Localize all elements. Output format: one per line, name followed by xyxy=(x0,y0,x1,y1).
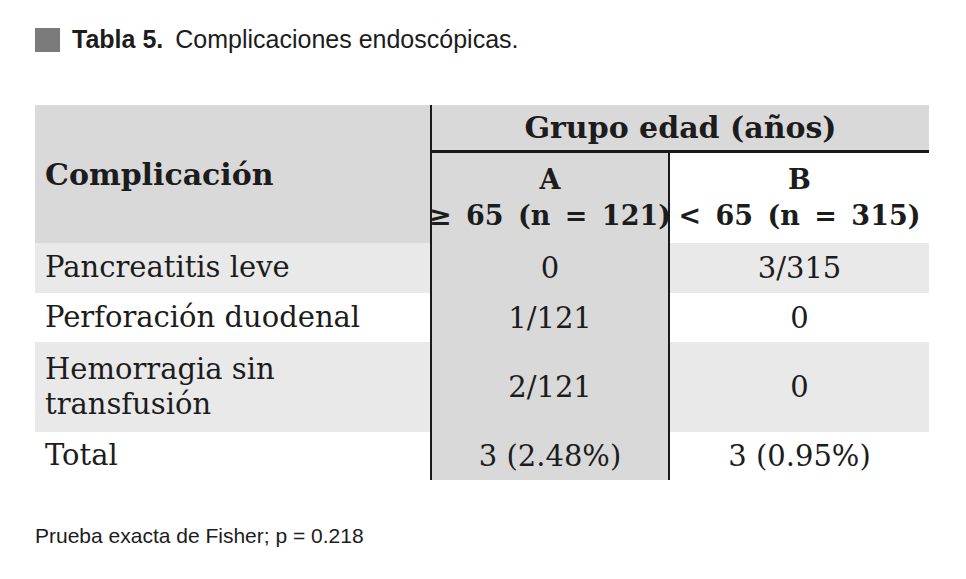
table-cell-b: 3/315 xyxy=(670,243,929,293)
table-cell-a: 3 (2.48%) xyxy=(430,432,670,480)
caption-number: Tabla 5. xyxy=(72,27,163,52)
group-a-name: A xyxy=(540,162,561,198)
table-cell-b: 3 (0.95%) xyxy=(670,432,929,480)
table-row-label: Pancreatitis leve xyxy=(35,243,430,293)
group-header-grupo-edad: Grupo edad (años) xyxy=(430,105,929,153)
column-header-group-a: A ≥ 65 (n = 121) xyxy=(430,153,670,243)
row-header-complicacion: Complicación xyxy=(35,105,430,243)
table-caption: Tabla 5. Complicaciones endoscópicas. xyxy=(35,27,519,52)
caption-text: Complicaciones endoscópicas. xyxy=(175,27,518,52)
group-b-name: B xyxy=(788,162,811,198)
table-cell-a: 1/121 xyxy=(430,293,670,342)
table-cell-b: 0 xyxy=(670,342,929,432)
table-cell-b: 0 xyxy=(670,293,929,342)
group-b-subtitle: < 65 (n = 315) xyxy=(679,198,921,234)
table-cell-a: 0 xyxy=(430,243,670,293)
table-row-label: Hemorragia sin transfusión xyxy=(35,342,430,432)
table-row-label: Perforación duodenal xyxy=(35,293,430,342)
column-header-group-b: B < 65 (n = 315) xyxy=(670,153,929,243)
page: Tabla 5. Complicaciones endoscópicas. Co… xyxy=(0,0,966,579)
table-row-label: Total xyxy=(35,432,430,480)
caption-bullet-square-icon xyxy=(35,28,60,52)
group-a-subtitle: ≥ 65 (n = 121) xyxy=(429,198,671,234)
fisher-test-footnote: Prueba exacta de Fisher; p = 0.218 xyxy=(35,524,364,548)
table-cell-a: 2/121 xyxy=(430,342,670,432)
complications-table: Complicación Grupo edad (años) A ≥ 65 (n… xyxy=(35,105,929,480)
